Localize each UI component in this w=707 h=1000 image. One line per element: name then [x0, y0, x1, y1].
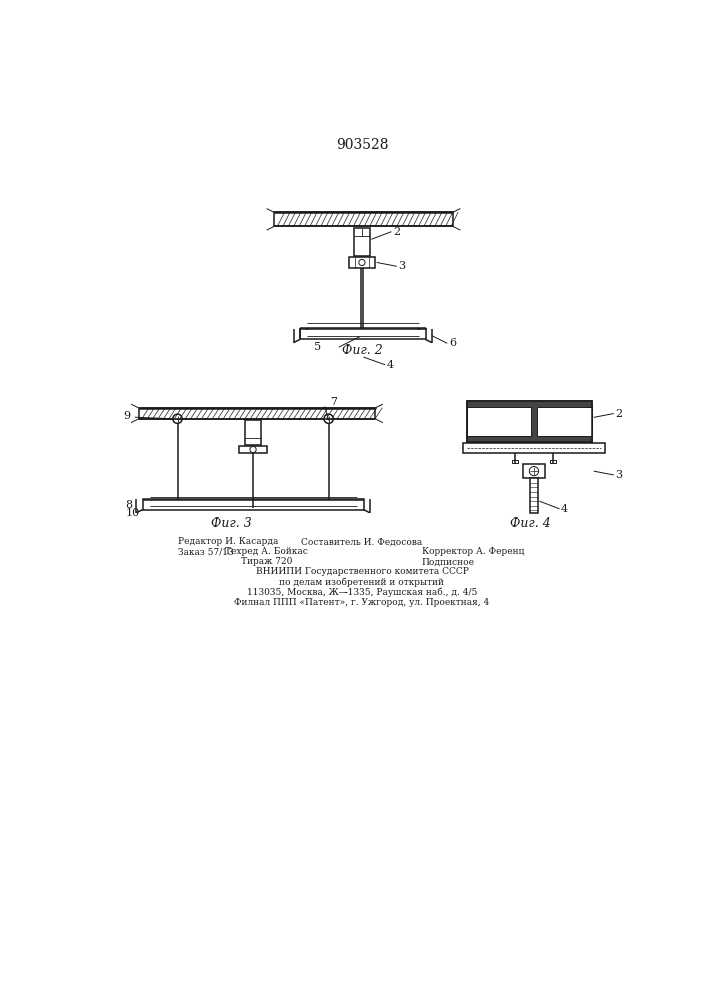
Bar — [512, 460, 518, 463]
Bar — [550, 460, 556, 463]
Bar — [274, 212, 452, 226]
Text: Филнал ППП «Патент», г. Ужгород, ул. Проектная, 4: Филнал ППП «Патент», г. Ужгород, ул. Про… — [234, 598, 489, 607]
Text: Фиг. 3: Фиг. 3 — [211, 517, 252, 530]
Bar — [239, 446, 267, 453]
Text: 9: 9 — [123, 411, 130, 421]
Text: 113035, Москва, Ж—̵1335, Раушская наб., д. 4/5: 113035, Москва, Ж—̵1335, Раушская наб., … — [247, 587, 477, 597]
Text: Редактор И. Касарда: Редактор И. Касарда — [177, 537, 278, 546]
Text: 8: 8 — [126, 500, 133, 510]
Bar — [143, 499, 363, 510]
Bar — [467, 401, 592, 442]
Text: Заказ 57/13: Заказ 57/13 — [177, 547, 233, 556]
Text: 4: 4 — [561, 504, 568, 514]
Circle shape — [530, 466, 539, 476]
Text: 4: 4 — [387, 360, 394, 370]
Text: 5: 5 — [314, 342, 321, 352]
Text: 10: 10 — [126, 508, 140, 518]
Text: Фиг. 2: Фиг. 2 — [341, 344, 382, 358]
Bar — [245, 420, 261, 445]
Bar — [300, 329, 426, 339]
Bar — [467, 407, 530, 436]
Circle shape — [359, 259, 365, 266]
Circle shape — [250, 446, 256, 453]
Text: Фиг. 4: Фиг. 4 — [510, 517, 551, 530]
Bar — [354, 228, 370, 256]
Text: 7: 7 — [330, 397, 337, 407]
Text: 2: 2 — [615, 409, 622, 419]
Text: Корректор А. Ференц: Корректор А. Ференц — [421, 547, 524, 556]
Bar — [349, 257, 375, 268]
Text: 3: 3 — [615, 470, 622, 480]
Bar — [523, 464, 545, 478]
Bar — [139, 408, 375, 419]
Text: Тираж 720: Тираж 720 — [241, 557, 292, 566]
Text: Техред А. Бойкас: Техред А. Бойкас — [226, 547, 308, 556]
Text: 3: 3 — [398, 261, 406, 271]
Text: по делам изобретений и открытий: по делам изобретений и открытий — [279, 577, 445, 587]
Bar — [467, 401, 592, 442]
Circle shape — [173, 414, 182, 423]
Circle shape — [324, 414, 333, 423]
Bar — [464, 443, 604, 453]
Text: Составитель И. Федосова: Составитель И. Федосова — [301, 537, 423, 546]
Bar — [530, 478, 538, 513]
Text: ВНИИПИ Государственного комитета СССР: ВНИИПИ Государственного комитета СССР — [255, 567, 469, 576]
Text: 2: 2 — [393, 227, 400, 237]
Bar — [537, 407, 592, 436]
Text: Подписное: Подписное — [421, 557, 474, 566]
Text: 6: 6 — [449, 338, 456, 348]
Text: 903528: 903528 — [336, 138, 388, 152]
